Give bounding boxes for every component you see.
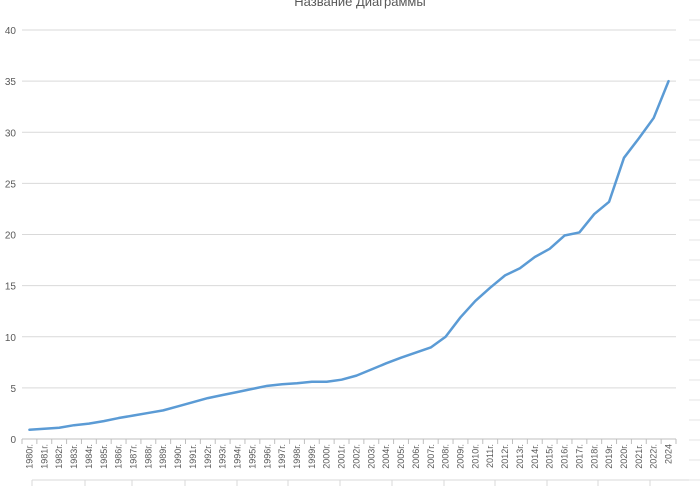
y-tick-label-0: 0 [10,435,16,446]
x-tick-label: 1991г. [188,444,198,469]
x-tick-label: 1996г. [262,444,272,469]
x-tick-label: 1995г. [247,444,257,469]
x-tick-label: 1985г. [99,444,109,469]
x-axis [21,438,677,444]
x-tick-label: 1980г. [24,444,34,469]
x-tick-label: 2010г. [470,444,480,469]
x-tick-label: 2019г. [604,444,614,469]
x-tick-label: 2021г. [634,444,644,469]
y-tick-label-25: 25 [5,179,17,190]
x-tick-label: 1982г. [54,444,64,469]
x-tick-label: 2013г. [515,444,525,469]
y-tick-label-10: 10 [5,333,17,344]
y-tick-label-35: 35 [5,77,17,88]
x-tick-label: 1986г. [114,444,124,469]
x-tick-label: 2011г. [485,444,495,468]
chart-title: Название Диаграммы [294,0,425,9]
x-tick-label: 2016г. [560,444,570,469]
y-tick-label-40: 40 [5,26,17,37]
x-tick-label: 1989г. [158,444,168,469]
data-table-stub [31,19,700,486]
x-tick-label: 1987г. [128,444,138,469]
x-tick-label: 2017г. [574,444,584,469]
x-tick-label: 2022г. [649,444,659,469]
x-tick-label: 2007г. [426,444,436,469]
x-tick-label: 2009г. [455,444,465,469]
x-tick-label: 1994г. [233,444,243,469]
x-tick-label: 2005г. [396,444,406,469]
x-tick-label: 2006г. [411,444,421,469]
x-tick-label: 2012г. [500,444,510,469]
x-tick-label: 1993г. [218,444,228,469]
x-tick-label: 2000г. [322,444,332,469]
y-axis-tick-labels: 0 5 10 15 20 25 30 35 40 [5,26,17,446]
y-tick-label-30: 30 [5,128,17,139]
x-tick-label: 1983г. [69,444,79,469]
x-tick-label: 2018г. [589,444,599,469]
x-tick-label: 1999г. [307,444,317,469]
x-tick-label: 1992г. [203,444,213,469]
x-tick-label: 1984г. [84,444,94,469]
x-tick-label: 2002г. [351,444,361,469]
y-tick-label-15: 15 [5,282,17,293]
x-axis-tick-labels: 1980г. 1981г. 1982г. 1983г. 1984г. 1985г. 1986… [24,444,673,469]
x-tick-label: 2001г. [337,444,347,469]
x-tick-label: 1981г. [39,444,49,469]
x-tick-label: 2008г. [441,444,451,469]
series-layer [28,79,670,432]
x-tick-label: 2020г. [619,444,629,469]
x-tick-label: 2003г. [366,444,376,469]
x-tick-label: 2004г. [381,444,391,469]
series-line-0 [28,79,670,432]
x-tick-label: 2014г. [530,444,540,469]
x-tick-label: 1997г. [277,444,287,469]
x-tick-label: 2015г. [545,444,555,469]
x-tick-label: 1998г. [292,444,302,469]
x-tick-label: 1990г. [173,444,183,469]
y-tick-label-5: 5 [10,384,16,395]
x-tick-label: 1988г. [143,444,153,469]
x-tick-label: 2024 [664,444,674,464]
y-tick-label-20: 20 [5,231,17,242]
gridlines [22,29,676,389]
